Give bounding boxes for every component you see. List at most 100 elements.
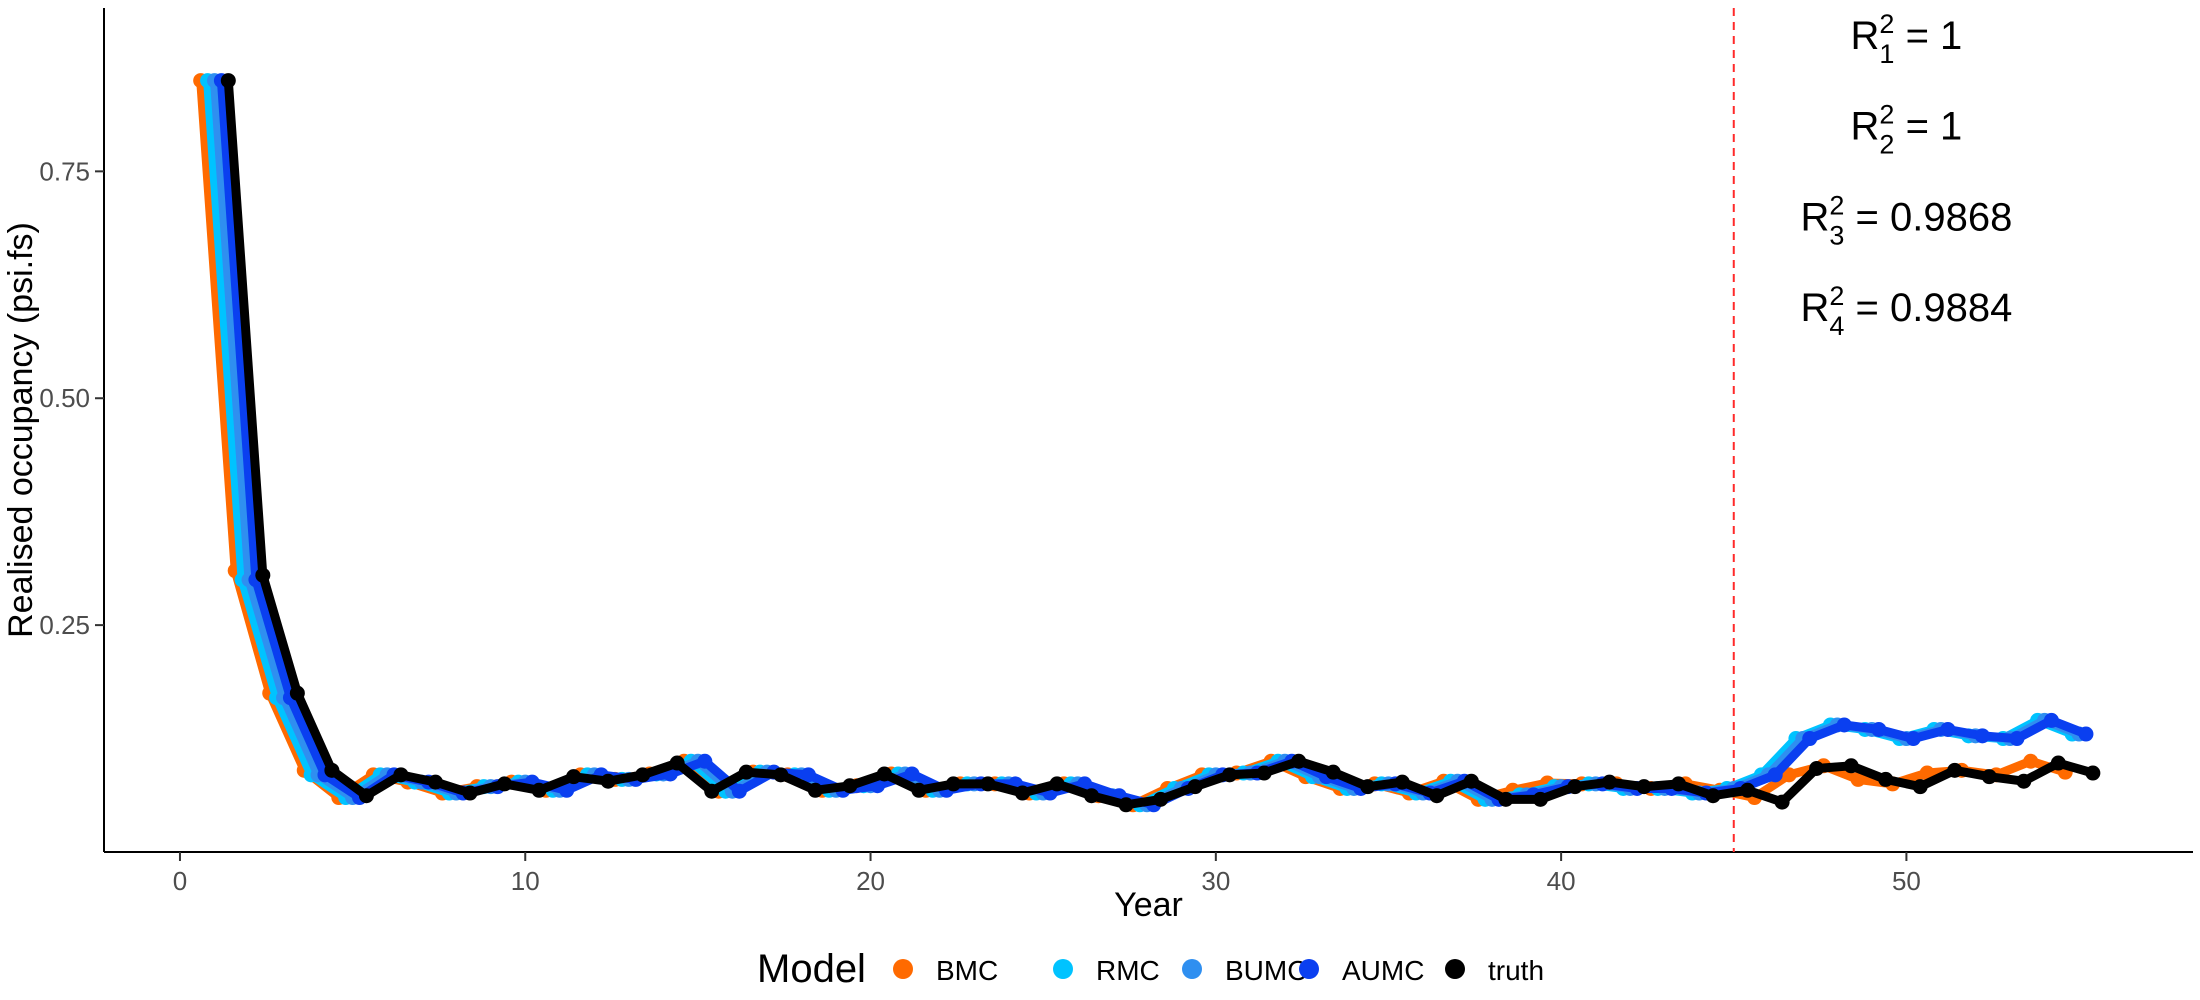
data-point [393, 767, 409, 783]
data-point [1049, 776, 1065, 792]
data-point [1740, 782, 1756, 798]
data-point [1843, 758, 1859, 774]
data-point [773, 767, 789, 783]
data-point [2016, 773, 2032, 789]
data-point [559, 782, 575, 798]
data-point [1360, 779, 1376, 795]
data-point [1940, 721, 1956, 737]
data-point [1567, 779, 1583, 795]
data-point [1291, 753, 1307, 769]
r-squared-label-2: R2 2 = 1 [1851, 100, 1963, 160]
series-line-aumc [216, 76, 2091, 810]
data-point [842, 778, 858, 794]
series-rmc [200, 73, 2080, 813]
data-point [1498, 791, 1514, 807]
legend-item-bmc: BMC [893, 955, 998, 986]
data-point [427, 774, 443, 790]
data-point [669, 755, 685, 771]
r-squared-annotations: R2 1 = 1 R2 2 = 1 R2 3 = 0.9868 R2 4 = 0.9884 [1800, 9, 2012, 341]
series-line-truth [223, 76, 2098, 810]
data-point [635, 767, 651, 783]
data-point [697, 753, 713, 769]
legend-label-bumc: BUMC [1225, 955, 1307, 986]
data-point [1974, 728, 1990, 744]
data-point [1705, 788, 1721, 804]
data-point [255, 567, 271, 583]
data-point [497, 776, 513, 792]
series-aumc [213, 73, 2094, 813]
r-squared-label-1: R2 1 = 1 [1851, 9, 1963, 69]
series-truth [220, 73, 2101, 813]
data-point [738, 764, 754, 780]
legend-item-aumc: AUMC [1299, 955, 1424, 986]
data-point [462, 785, 478, 801]
data-point [800, 767, 816, 783]
x-tick-label: 40 [1547, 866, 1576, 896]
data-point [1671, 776, 1687, 792]
data-point [1118, 797, 1134, 813]
data-point [980, 776, 996, 792]
series-bumc [206, 73, 2087, 813]
data-point [1429, 788, 1445, 804]
legend-title: Model [757, 947, 866, 991]
x-axis-title: Year [1114, 886, 1183, 924]
legend: Model BMC RMC BUMC AUMC truth [757, 947, 1544, 991]
data-point [1014, 785, 1030, 801]
data-point [1187, 779, 1203, 795]
x-tick-label: 30 [1201, 866, 1230, 896]
data-point [2050, 755, 2066, 771]
series-line-bumc [210, 76, 2084, 810]
legend-item-rmc: RMC [1053, 955, 1160, 986]
data-point [911, 782, 927, 798]
legend-label-truth: truth [1488, 955, 1544, 986]
r-squared-label-4: R2 4 = 0.9884 [1800, 281, 2012, 341]
legend-label-aumc: AUMC [1342, 955, 1424, 986]
data-point [1905, 731, 1921, 747]
data-point [1601, 774, 1617, 790]
data-point [1802, 731, 1818, 747]
data-point [600, 773, 616, 789]
legend-key-bmc [893, 959, 913, 979]
data-point [1767, 767, 1783, 783]
x-tick-label: 20 [856, 866, 885, 896]
legend-item-bumc: BUMC [1182, 955, 1307, 986]
legend-key-bumc [1182, 959, 1202, 979]
legend-label-rmc: RMC [1096, 955, 1160, 986]
legend-label-bmc: BMC [936, 955, 998, 986]
data-point [1325, 764, 1341, 780]
data-point [1463, 773, 1479, 789]
data-point [1947, 762, 1963, 778]
y-tick-label: 0.75 [39, 156, 90, 186]
data-point [1809, 761, 1825, 777]
data-point [220, 73, 236, 89]
legend-item-truth: truth [1445, 955, 1544, 986]
r-squared-label-3: R2 3 = 0.9868 [1800, 190, 2012, 250]
legend-key-rmc [1053, 959, 1073, 979]
data-point [2009, 731, 2025, 747]
legend-key-aumc [1299, 959, 1319, 979]
series-bmc [193, 73, 2073, 813]
series-group [193, 73, 2101, 813]
data-point [1781, 767, 1797, 783]
legend-key-truth [1445, 959, 1465, 979]
data-point [1774, 794, 1790, 810]
x-tick-label: 50 [1892, 866, 1921, 896]
data-point [1532, 791, 1548, 807]
y-tick-label: 0.25 [39, 610, 90, 640]
data-point [904, 766, 920, 782]
data-point [704, 783, 720, 799]
y-axis-title: Realised occupancy (psi.fs) [2, 222, 40, 638]
series-line-rmc [203, 76, 2077, 810]
data-point [1912, 779, 1928, 795]
data-point [807, 782, 823, 798]
data-point [2085, 765, 2101, 781]
data-point [1084, 788, 1100, 804]
data-point [1394, 774, 1410, 790]
data-point [2023, 753, 2039, 769]
data-point [2043, 712, 2059, 728]
data-point [1222, 767, 1238, 783]
axes: 0 10 20 30 40 50 0.25 0.50 0.75 [39, 8, 2193, 896]
data-point [1871, 721, 1887, 737]
